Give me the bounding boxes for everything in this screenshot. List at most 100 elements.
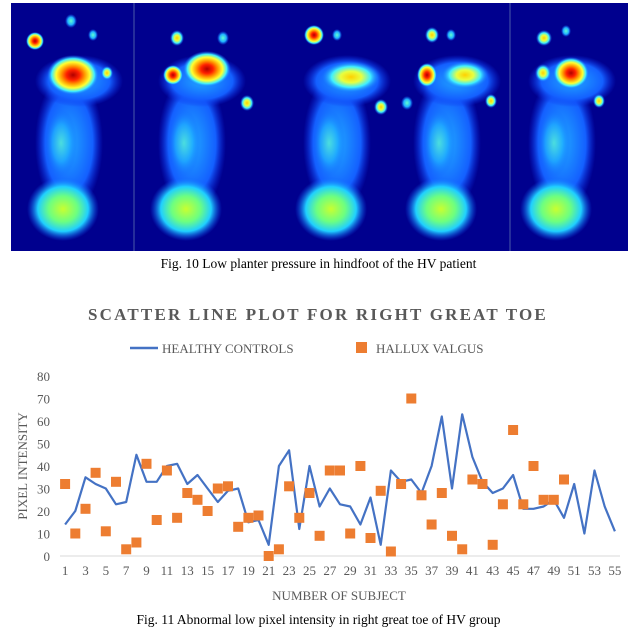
y-tick-label: 80: [37, 369, 50, 384]
hallux-valgus-point: [365, 533, 376, 543]
x-tick-label: 11: [161, 563, 174, 578]
x-tick-label: 23: [283, 563, 296, 578]
x-tick-label: 21: [262, 563, 275, 578]
y-tick-label: 10: [37, 527, 50, 542]
y-tick-label: 0: [44, 549, 51, 564]
toe-pressure-spot: [217, 31, 229, 45]
toe-pressure-spot: [535, 64, 551, 82]
hallux-valgus-point: [131, 537, 142, 548]
forefoot-pressure-spot: [304, 25, 324, 45]
y-tick-label: 40: [37, 459, 50, 474]
x-tick-label: 29: [344, 563, 357, 578]
foot-panel: [150, 30, 254, 241]
forefoot-pressure-spot: [553, 57, 589, 89]
y-tick-label: 20: [37, 504, 50, 519]
hallux-valgus-point: [528, 461, 539, 471]
hallux-valgus-point: [294, 512, 305, 523]
heel-pressure-area: [27, 177, 99, 241]
y-tick-label: 70: [37, 392, 50, 407]
hallux-valgus-point: [345, 528, 356, 539]
hallux-valgus-point: [375, 485, 386, 496]
toe-pressure-spot: [425, 27, 439, 43]
heel-pressure-area: [150, 177, 222, 241]
chart-title: SCATTER LINE PLOT FOR RIGHT GREAT TOE: [88, 305, 548, 324]
toe-pressure-spot: [401, 96, 413, 110]
hallux-valgus-point: [233, 521, 244, 532]
y-tick-label: 50: [37, 437, 50, 452]
legend-square-swatch: [356, 342, 367, 353]
x-tick-label: 9: [143, 563, 150, 578]
hallux-valgus-point: [335, 465, 345, 476]
forefoot-pressure-spot: [26, 32, 44, 50]
forefoot-pressure-spot: [47, 55, 99, 95]
hallux-valgus-point: [243, 512, 254, 523]
hallux-valgus-point: [497, 499, 508, 510]
hallux-valgus-point: [80, 503, 91, 514]
y-tick-label: 30: [37, 482, 50, 497]
x-tick-label: 37: [425, 563, 439, 578]
x-axis-label: NUMBER OF SUBJECT: [272, 588, 406, 603]
x-tick-label: 1: [62, 563, 69, 578]
hallux-valgus-point: [436, 488, 447, 498]
hallux-valgus-point: [416, 490, 427, 501]
toe-pressure-spot: [65, 14, 77, 28]
x-tick-label: 7: [123, 563, 130, 578]
x-tick-label: 17: [222, 563, 236, 578]
hallux-valgus-point: [548, 494, 559, 505]
healthy-controls-line: [64, 413, 616, 546]
x-tick-label: 43: [486, 563, 499, 578]
hallux-valgus-point: [223, 481, 233, 492]
hallux-valgus-point: [141, 458, 152, 469]
x-tick-label: 55: [608, 563, 621, 578]
hallux-valgus-point: [151, 515, 162, 525]
hallux-valgus-point: [324, 465, 335, 476]
forefoot-pressure-spot: [417, 63, 437, 87]
hallux-valgus-point: [314, 530, 325, 541]
hallux-valgus-point: [100, 526, 111, 537]
hallux-valgus-point: [447, 530, 457, 541]
toe-pressure-spot: [374, 99, 388, 115]
hallux-valgus-point: [426, 519, 437, 530]
hallux-valgus-point: [172, 512, 183, 523]
figure-10-caption: Fig. 10 Low planter pressure in hindfoot…: [160, 256, 477, 271]
x-tick-label: 45: [507, 563, 520, 578]
hallux-valgus-point: [467, 474, 478, 485]
hallux-valgus-point: [70, 528, 81, 539]
x-tick-label: 33: [384, 563, 397, 578]
heel-pressure-area: [405, 177, 477, 241]
hallux-valgus-point: [182, 488, 193, 498]
hallux-valgus-point: [161, 465, 172, 476]
chart-legend: HEALTHY CONTROLS HALLUX VALGUS: [130, 341, 484, 356]
hallux-valgus-point: [355, 461, 366, 471]
x-tick-label: 19: [242, 563, 255, 578]
y-axis-label: PIXEL INTENSITY: [15, 412, 30, 520]
hallux-valgus-point: [385, 546, 396, 557]
figure-11-caption: Fig. 11 Abnormal low pixel intensity in …: [136, 612, 501, 627]
x-tick-label: 25: [303, 563, 316, 578]
foot-panel: [405, 27, 501, 241]
forefoot-pressure-spot: [163, 65, 183, 85]
hallux-valgus-point: [457, 544, 468, 555]
x-tick-label: 41: [466, 563, 479, 578]
hallux-valgus-point: [538, 494, 549, 505]
hallux-valgus-point: [284, 481, 295, 492]
hallux-valgus-point: [121, 544, 132, 555]
foot-panel: [295, 25, 413, 241]
foot-panel: [520, 25, 616, 241]
toe-pressure-spot: [170, 30, 184, 46]
toe-pressure-spot: [240, 95, 254, 111]
hallux-valgus-point: [192, 494, 203, 505]
hallux-valgus-point: [559, 474, 569, 485]
hallux-valgus-point: [477, 479, 488, 489]
hallux-valgus-point: [396, 479, 407, 489]
plantar-pressure-heatmaps: [11, 3, 628, 251]
hallux-valgus-point: [253, 510, 264, 521]
hallux-valgus-point: [263, 551, 274, 561]
legend-hallux-valgus: HALLUX VALGUS: [376, 341, 484, 356]
toe-pressure-spot: [332, 29, 342, 41]
x-tick-label: 27: [323, 563, 337, 578]
x-tick-label: 31: [364, 563, 377, 578]
scatter-line-chart: SCATTER LINE PLOT FOR RIGHT GREAT TOE HE…: [15, 305, 621, 603]
foot-panel: [26, 14, 123, 241]
heel-pressure-area: [295, 177, 367, 241]
